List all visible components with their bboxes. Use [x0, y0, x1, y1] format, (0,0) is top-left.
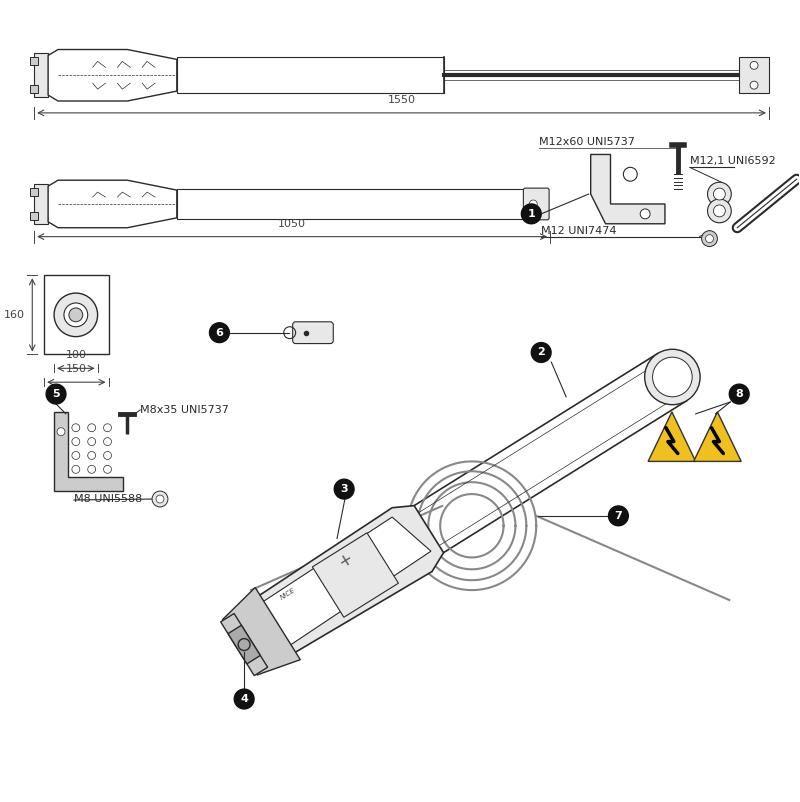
Polygon shape: [227, 505, 443, 672]
Circle shape: [714, 188, 726, 200]
Text: NICE: NICE: [279, 587, 297, 601]
Bar: [44, 275, 109, 354]
Circle shape: [706, 235, 714, 242]
Circle shape: [103, 452, 111, 460]
Circle shape: [623, 168, 638, 181]
Circle shape: [334, 480, 354, 499]
Text: 7: 7: [614, 511, 622, 520]
Bar: [177, 58, 444, 93]
Circle shape: [103, 423, 111, 431]
Text: 150: 150: [66, 364, 87, 375]
Circle shape: [531, 342, 551, 363]
Circle shape: [714, 205, 726, 217]
Circle shape: [530, 200, 538, 208]
Polygon shape: [694, 412, 741, 461]
Text: M12x60 UNI5737: M12x60 UNI5737: [539, 136, 635, 147]
Text: 8: 8: [735, 389, 743, 399]
Polygon shape: [48, 50, 177, 101]
Text: M8 UNI5588: M8 UNI5588: [74, 494, 142, 504]
Circle shape: [88, 438, 96, 446]
Text: 160: 160: [3, 310, 24, 320]
Polygon shape: [54, 412, 123, 491]
FancyBboxPatch shape: [523, 188, 549, 220]
Circle shape: [522, 204, 541, 224]
Text: 2: 2: [538, 347, 545, 358]
Circle shape: [69, 308, 82, 322]
Circle shape: [730, 384, 749, 404]
Bar: [30, 58, 38, 65]
Circle shape: [707, 182, 731, 206]
Circle shape: [88, 423, 96, 431]
Circle shape: [210, 322, 230, 342]
Text: +: +: [335, 549, 356, 572]
Circle shape: [238, 638, 250, 650]
Text: 1050: 1050: [278, 219, 306, 229]
Polygon shape: [222, 588, 300, 675]
Polygon shape: [648, 412, 696, 461]
Polygon shape: [312, 533, 398, 618]
Circle shape: [750, 81, 758, 89]
Circle shape: [57, 427, 65, 435]
Bar: [34, 184, 48, 224]
Circle shape: [88, 452, 96, 460]
Bar: [177, 189, 526, 219]
Circle shape: [88, 465, 96, 473]
Text: M12,1 UNI6592: M12,1 UNI6592: [690, 156, 775, 166]
Circle shape: [72, 423, 80, 431]
Circle shape: [46, 384, 66, 404]
Circle shape: [64, 303, 88, 326]
Circle shape: [653, 357, 692, 397]
Text: M12 UNI7474: M12 UNI7474: [541, 225, 617, 236]
Text: 100: 100: [66, 350, 86, 360]
Polygon shape: [228, 626, 260, 664]
Circle shape: [234, 689, 254, 709]
Circle shape: [72, 452, 80, 460]
Polygon shape: [221, 614, 268, 675]
Text: 1: 1: [527, 209, 535, 219]
FancyBboxPatch shape: [293, 322, 334, 343]
Polygon shape: [48, 180, 177, 228]
Circle shape: [156, 495, 164, 503]
Circle shape: [54, 293, 98, 337]
Circle shape: [750, 62, 758, 69]
Circle shape: [72, 465, 80, 473]
Text: 1550: 1550: [387, 95, 415, 105]
Circle shape: [103, 438, 111, 446]
Bar: [34, 54, 48, 97]
Circle shape: [702, 231, 718, 246]
Polygon shape: [590, 155, 665, 224]
Text: 3: 3: [340, 484, 348, 494]
Polygon shape: [330, 354, 687, 606]
Circle shape: [609, 506, 628, 526]
Circle shape: [72, 438, 80, 446]
Text: 6: 6: [215, 328, 223, 338]
Polygon shape: [239, 517, 431, 661]
Bar: [739, 58, 769, 93]
Circle shape: [645, 349, 700, 405]
Text: 4: 4: [240, 694, 248, 704]
Bar: [30, 188, 38, 196]
Circle shape: [152, 491, 168, 507]
Circle shape: [103, 465, 111, 473]
Bar: [30, 212, 38, 220]
Text: M8x35 UNI5737: M8x35 UNI5737: [140, 405, 229, 415]
Text: 5: 5: [52, 389, 60, 399]
Circle shape: [707, 199, 731, 223]
Circle shape: [640, 209, 650, 219]
Bar: [30, 85, 38, 93]
